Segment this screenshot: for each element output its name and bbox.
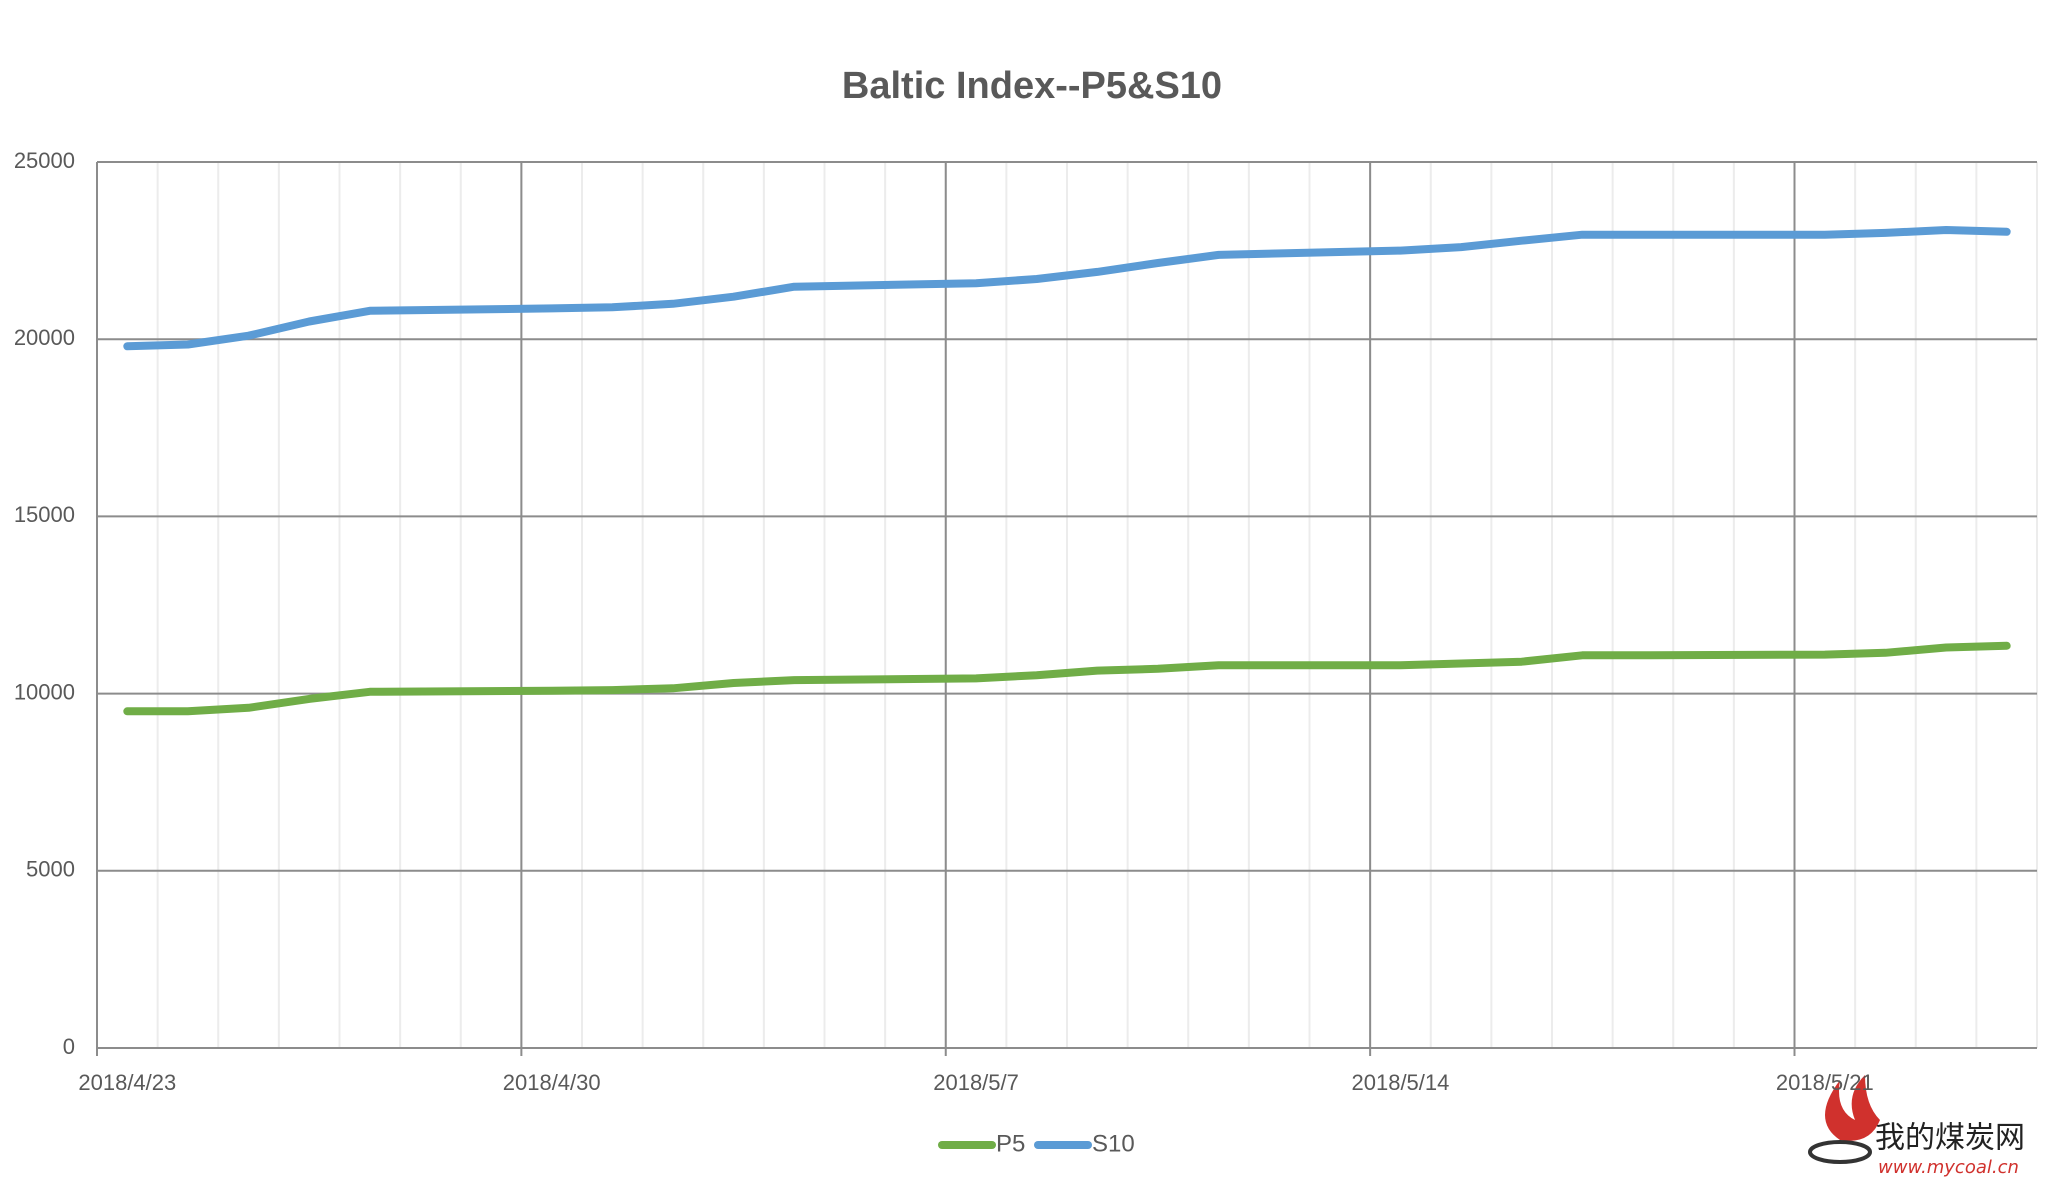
watermark-swoosh: [1808, 1140, 1872, 1164]
legend-label: P5: [996, 1130, 1025, 1157]
series-line: [123, 641, 2011, 716]
x-tick-label: 2018/5/7: [933, 1070, 1019, 1095]
watermark-name: 我的煤炭网: [1875, 1121, 2025, 1156]
y-tick-label: 10000: [14, 679, 75, 704]
y-tick-label: 5000: [26, 857, 75, 882]
y-tick-label: 20000: [14, 325, 75, 350]
x-tick-label: 2018/4/30: [503, 1070, 601, 1095]
chart-title: Baltic Index--P5&S10: [842, 65, 1222, 107]
x-tick-label: 2018/4/23: [78, 1070, 176, 1095]
series-line: [123, 226, 2011, 351]
x-tick-label: 2018/5/21: [1776, 1070, 1874, 1095]
legend-label: S10: [1092, 1130, 1135, 1157]
y-tick-label: 25000: [14, 148, 75, 173]
watermark: 我的煤炭网 www.mycoal.cn: [1808, 1075, 2025, 1178]
y-tick-label: 15000: [14, 502, 75, 527]
watermark-logo: [1825, 1075, 1880, 1141]
x-tick-label: 2018/5/14: [1352, 1070, 1450, 1095]
watermark-url: www.mycoal.cn: [1878, 1157, 2019, 1178]
y-tick-label: 0: [63, 1034, 75, 1059]
